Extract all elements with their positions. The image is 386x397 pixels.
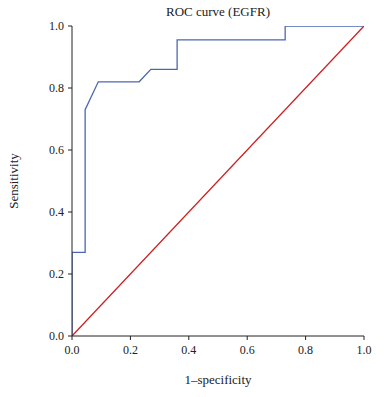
y-tick-label: 0.2 [49, 267, 64, 281]
x-tick [188, 336, 189, 340]
y-axis-label: Sensitivity [6, 153, 21, 209]
y-tick [68, 150, 72, 151]
roc-curve [72, 26, 364, 336]
x-tick-label: 0.0 [65, 343, 80, 357]
title: ROC curve (EGFR) [166, 4, 270, 19]
x-axis-label: 1–specificity [184, 372, 252, 387]
y-tick-label: 0.4 [49, 205, 64, 219]
x-tick-label: 0.6 [240, 343, 255, 357]
plot-data [72, 26, 364, 336]
y-tick-label: 0.6 [49, 143, 64, 157]
y-tick [68, 212, 72, 213]
y-tick [68, 274, 72, 275]
x-tick [364, 336, 365, 340]
x-axis [72, 336, 364, 337]
x-tick [72, 336, 73, 340]
y-tick [68, 26, 72, 27]
reference-line [72, 26, 364, 336]
x-tick [305, 336, 306, 340]
y-tick-label: 1.0 [49, 19, 64, 33]
x-tick-label: 1.0 [357, 343, 372, 357]
x-tick-label: 0.8 [298, 343, 313, 357]
chart: ROC curve (EGFR) 0.0 0.2 0.4 0.6 0.8 1.0 0.0 0.2… [0, 0, 386, 397]
x-tick [130, 336, 131, 340]
x-tick [247, 336, 248, 340]
y-tick-label: 0.0 [49, 329, 64, 343]
y-tick [68, 88, 72, 89]
y-tick-label: 0.8 [49, 81, 64, 95]
x-tick-label: 0.4 [181, 343, 196, 357]
y-axis [72, 26, 73, 336]
x-tick-label: 0.2 [123, 343, 138, 357]
y-tick [68, 336, 72, 337]
